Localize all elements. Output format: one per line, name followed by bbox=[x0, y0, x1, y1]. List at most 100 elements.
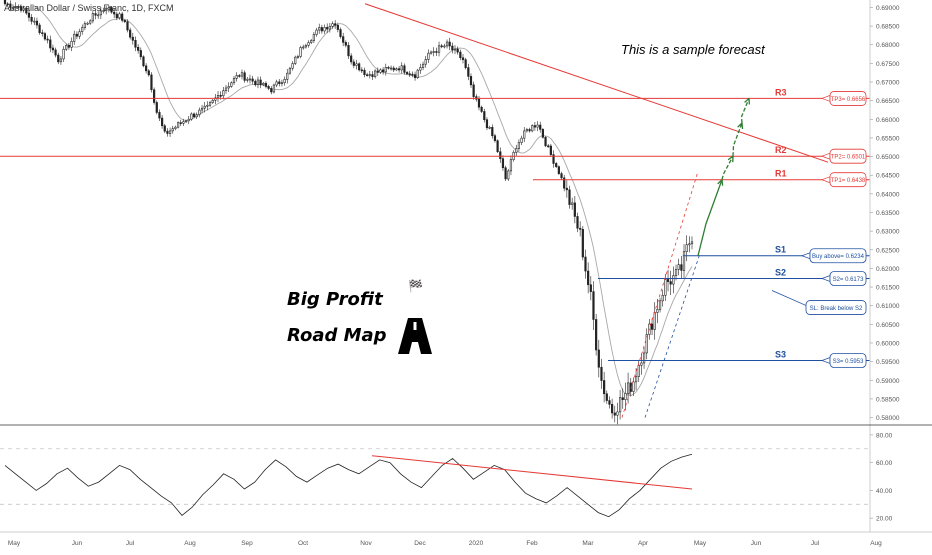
time-tick-label: Oct bbox=[298, 540, 308, 547]
candle-body bbox=[97, 14, 100, 17]
price-tick-label: 0.61500 bbox=[876, 285, 900, 292]
candle-body bbox=[264, 82, 268, 87]
candle-body bbox=[243, 72, 246, 81]
candle-body bbox=[107, 7, 110, 11]
candle-body bbox=[192, 113, 196, 118]
time-tick-label: Dec bbox=[414, 540, 426, 547]
candle-body bbox=[387, 67, 390, 69]
candle-body bbox=[232, 77, 236, 84]
channel-lower bbox=[644, 253, 701, 418]
candle-body bbox=[14, 6, 17, 8]
candle-body bbox=[443, 45, 446, 48]
candle-body bbox=[592, 291, 595, 320]
candle-body bbox=[89, 20, 92, 24]
candle-body bbox=[206, 104, 209, 107]
candle-body bbox=[485, 119, 489, 129]
candle-body bbox=[507, 170, 510, 180]
candle-body bbox=[363, 69, 366, 75]
symbol-title[interactable]: Australian Dollar / Swiss Franc, 1D, FXC… bbox=[4, 3, 174, 13]
candle-body bbox=[67, 45, 71, 48]
candle-body bbox=[504, 167, 507, 180]
candle-body bbox=[595, 319, 598, 351]
moving-average-layer bbox=[31, 4, 693, 397]
candle-body bbox=[27, 12, 31, 18]
candle-body bbox=[584, 256, 587, 272]
candle-body bbox=[147, 70, 150, 76]
road-dash bbox=[413, 322, 417, 330]
forecast-arrow-path bbox=[721, 155, 734, 180]
level-callout-box bbox=[829, 172, 867, 188]
time-tick-label: Jul bbox=[811, 540, 820, 547]
candle-body bbox=[581, 229, 584, 258]
rsi-tick-label: 60.00 bbox=[876, 460, 893, 467]
candle-body bbox=[35, 20, 39, 26]
candle-body bbox=[685, 244, 688, 252]
candle-body bbox=[549, 145, 552, 155]
candle-body bbox=[560, 173, 563, 179]
price-tick-label: 0.60500 bbox=[876, 322, 900, 329]
candle-body bbox=[57, 54, 60, 63]
candle-body bbox=[621, 397, 624, 400]
candle-body bbox=[493, 135, 497, 141]
time-tick-label: Feb bbox=[526, 540, 538, 547]
price-tick-label: 0.62000 bbox=[876, 266, 900, 273]
forecast-arrow-head bbox=[717, 179, 724, 186]
candle-body bbox=[208, 102, 212, 106]
candle-body bbox=[400, 65, 403, 71]
price-tick-label: 0.67500 bbox=[876, 61, 900, 68]
candle-body bbox=[336, 24, 339, 30]
level-label-s2: S2 bbox=[775, 267, 786, 277]
level-label-s3: S3 bbox=[775, 350, 786, 360]
level-callout-arrow bbox=[801, 252, 811, 260]
candle-body bbox=[563, 177, 566, 189]
candle-body bbox=[240, 72, 244, 77]
candle-body bbox=[246, 78, 249, 81]
candle-body bbox=[22, 7, 25, 11]
candle-body bbox=[216, 95, 220, 99]
candle-body bbox=[674, 269, 678, 276]
candle-body bbox=[307, 42, 310, 46]
candle-body bbox=[41, 32, 44, 34]
candle-body bbox=[531, 125, 534, 132]
candle-body bbox=[334, 23, 337, 26]
candle-body bbox=[65, 45, 68, 50]
forecast-arrow-head bbox=[737, 122, 744, 130]
candle-body bbox=[382, 69, 385, 73]
candle-body bbox=[571, 202, 574, 205]
candle-body bbox=[131, 36, 134, 41]
candle-body bbox=[501, 158, 505, 169]
level-callout-text: TP2= 0.6501 bbox=[831, 155, 866, 161]
time-tick-label: May bbox=[694, 540, 707, 547]
candle-body bbox=[158, 112, 161, 119]
candle-body bbox=[43, 33, 47, 40]
candle-body bbox=[432, 51, 435, 53]
level-label-r1: R1 bbox=[775, 169, 787, 179]
candle-body bbox=[690, 241, 694, 245]
candle-body bbox=[413, 74, 417, 79]
rsi-tick-label: 80.00 bbox=[876, 432, 893, 439]
candle-body bbox=[115, 13, 118, 19]
candle-body bbox=[528, 129, 531, 132]
candle-body bbox=[451, 45, 454, 51]
candle-body bbox=[637, 365, 640, 377]
candle-body bbox=[642, 352, 646, 364]
candle-body bbox=[525, 129, 529, 132]
candle-body bbox=[397, 68, 401, 71]
candle-body bbox=[171, 128, 174, 132]
candle-body bbox=[227, 86, 230, 89]
candle-body bbox=[283, 79, 286, 84]
candle-body bbox=[195, 114, 198, 118]
candle-body bbox=[75, 33, 78, 37]
candle-body bbox=[19, 6, 23, 11]
level-callout-box bbox=[809, 248, 867, 264]
time-tick-label: Sep bbox=[241, 540, 253, 547]
level-callout-arrow bbox=[821, 356, 831, 365]
candle-body bbox=[203, 105, 206, 109]
candle-body bbox=[110, 7, 113, 13]
candle-body bbox=[640, 362, 643, 366]
candle-body bbox=[688, 243, 691, 246]
sl-callout-box bbox=[805, 300, 867, 315]
candle-body bbox=[94, 13, 97, 16]
